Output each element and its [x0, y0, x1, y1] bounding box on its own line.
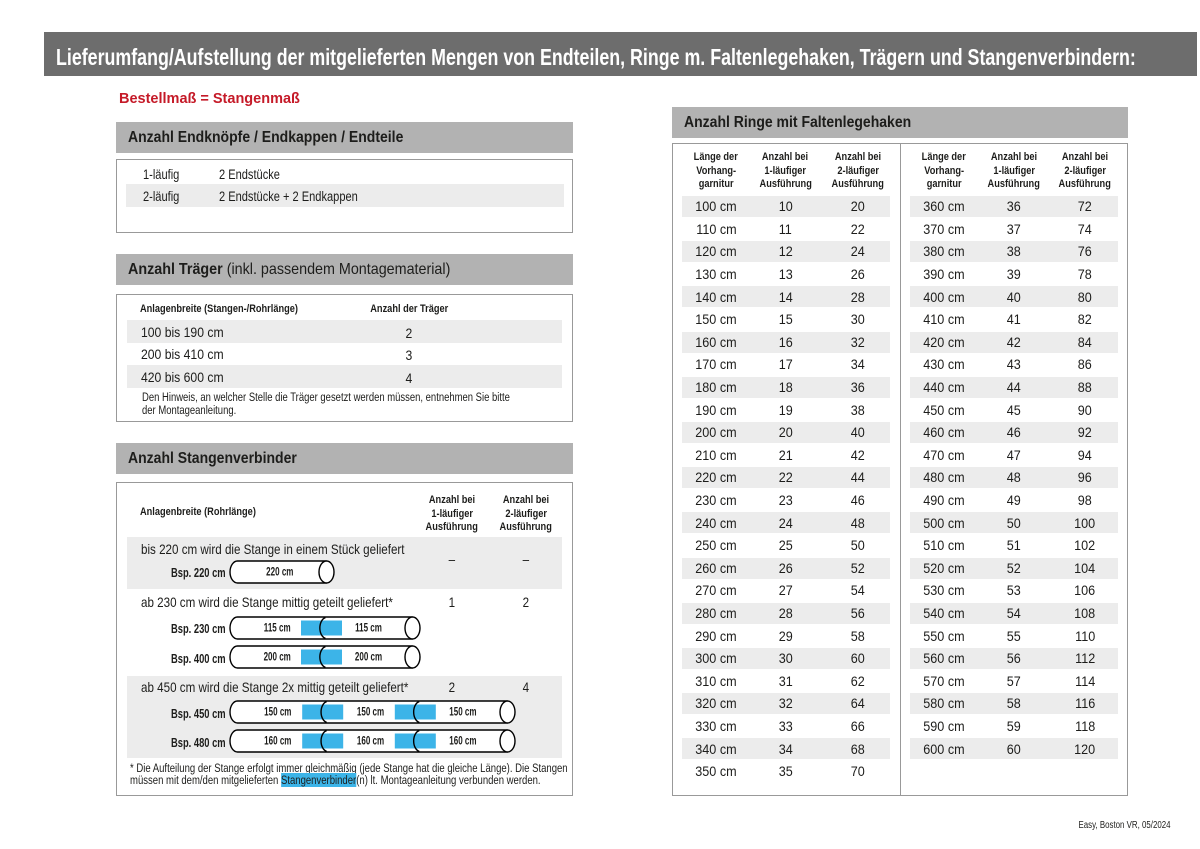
svg-text:160 cm: 160 cm — [449, 735, 476, 748]
svg-text:150 cm: 150 cm — [356, 706, 383, 719]
svg-text:150 cm: 150 cm — [264, 706, 291, 719]
svg-text:200 cm: 200 cm — [354, 651, 381, 664]
svg-text:150 cm: 150 cm — [449, 706, 476, 719]
svg-text:160 cm: 160 cm — [264, 735, 291, 748]
svg-text:115 cm: 115 cm — [355, 622, 382, 635]
svg-text:220 cm: 220 cm — [266, 566, 293, 579]
svg-text:200 cm: 200 cm — [263, 651, 290, 664]
svg-text:160 cm: 160 cm — [356, 735, 383, 748]
svg-text:115 cm: 115 cm — [263, 622, 290, 635]
